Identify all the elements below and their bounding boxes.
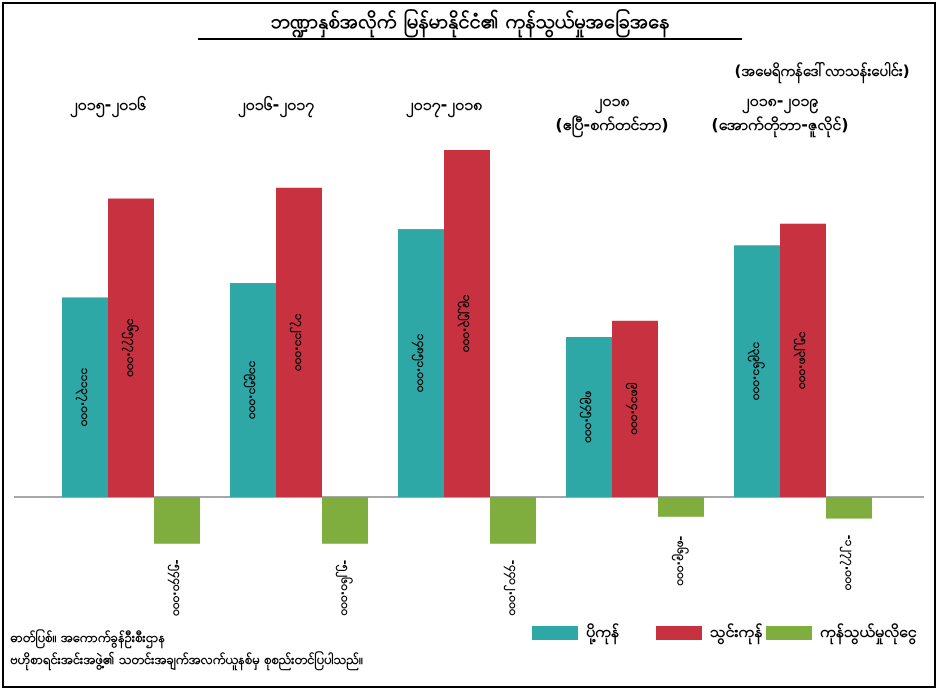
data-label-imports: ၉၈၁၄.၀၀၀ [625,382,643,435]
data-label-deficit: -၈၆၉.၀၀၀ [671,536,691,586]
source-note-1: ဓာတ်ပြစ်။ အကောက်ခွန်ဦးစီးဌာန [10,631,165,646]
data-label-deficit: -၅၄၄၀.၀၀၀ [167,559,185,616]
bar-imports [108,198,154,497]
data-label-exports: ၁၁၁၃၇.၀၀၀ [75,368,93,427]
bar-imports [612,320,658,497]
legend-label-deficit: ကုန်သွယ်မှုလိုငွေ [820,622,917,641]
chart-subtitle: (အမေရိကန်ဒေါ်လာသန်းပေါင်း) [734,61,909,84]
bar-exports [566,336,612,497]
source-note-2: ဗဟိုစာရင်းအင်းအဖွဲ့၏ သတင်းအချက်အလက်ယူနစ်… [10,653,363,668]
bar-deficit [154,497,200,544]
legend-label-exports: ပို့ကုန် [586,622,620,641]
category-label: ၂၀၁၇-၂၀၁၈ [406,95,483,118]
legend-item-exports: ပို့ကုန် [532,620,619,646]
bar-exports [230,283,276,497]
bar-imports [276,187,322,497]
data-label-deficit: -၅၂၆၀.၀၀၀ [335,560,355,616]
bar-deficit [658,497,704,517]
legend-item-deficit: ကုန်သွယ်မှုလိုငွေ [766,620,917,646]
data-label-imports: ၁၇၂၁၁.၀၀၀ [289,314,307,372]
legend-item-imports: သွင်းကုန် [656,620,762,646]
bar-deficit [826,497,872,519]
data-label-imports: ၁၅၂၃၈.၀၀၀ [793,331,811,389]
data-label-imports: ၁၉၂၅၃.၀၀၀ [457,295,475,353]
category-label: ၂၀၁၈-၂၀၁၉ [742,91,819,114]
legend-swatch-exports [532,626,578,640]
bar-deficit [322,497,368,544]
category-label: (ဧပြီ-စက်တင်ဘာ) [555,115,668,138]
legend-swatch-deficit [766,626,812,640]
bar-imports [444,150,490,497]
legend-label-imports: သွင်းကုန် [710,622,763,641]
data-label-deficit: -၁၂၇၇.၀၀၀ [839,535,857,591]
bar-exports [62,297,108,497]
bar-imports [780,223,826,497]
category-label: ၂၀၁၈ [595,91,631,114]
category-label: ၂၀၁၆-၂၀၁၇ [238,95,314,118]
data-label-exports: ၁၄၈၅၁.၀၀၀ [411,334,429,393]
bar-deficit [490,497,536,544]
data-label-exports: ၁၃၉၆၁.၀၀၀ [747,342,767,401]
data-label-imports: ၁၆၅၇၇.၀၀၀ [121,318,141,377]
category-label: (အောက်တိုဘာ-ဇူလိုင်) [711,115,848,138]
data-label-exports: ၁၁၉၅၁.၀၀၀ [243,361,261,420]
category-label: ၂၀၁၅-၂၀၁၆ [70,95,146,118]
data-label-exports: ၈၉၄၅.၀၀၀ [579,390,597,443]
chart-title: ဘဏ္ဍာနှစ်အလိုက် မြန်မာနိုင်ငံ၏ ကုန်သွယ်မ… [270,9,670,33]
title-underline [198,38,742,40]
bar-exports [734,245,780,497]
bar-exports [398,229,444,497]
data-label-deficit: -၄၄၀၂.၀၀၀ [503,560,521,616]
legend-swatch-imports [656,626,702,640]
